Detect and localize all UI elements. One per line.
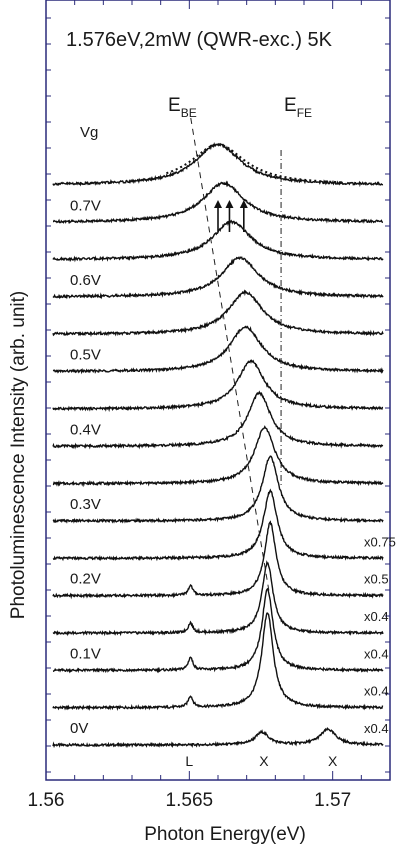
peak-label: L <box>185 753 193 769</box>
x-axis-label: Photon Energy(eV) <box>144 824 306 845</box>
be-label: EBE <box>168 95 197 120</box>
x-tick-label: 1.565 <box>166 790 214 811</box>
multiplier-label: x0.4 <box>364 684 389 699</box>
fe-label: EFE <box>284 95 312 120</box>
be-label-main: E <box>168 95 181 116</box>
spectrum-curve <box>52 359 384 413</box>
spectrum-curve <box>52 587 384 674</box>
spectrum-curve <box>52 488 384 562</box>
spectra-curves <box>52 142 384 749</box>
arrow-head <box>214 200 222 208</box>
spectrum-curve <box>52 390 384 450</box>
arrow-head <box>239 200 248 208</box>
arrow-head <box>225 200 234 208</box>
spectrum-curve <box>52 520 384 600</box>
series-label: 0.6V <box>70 272 101 289</box>
multiplier-label: x0.4 <box>364 646 389 661</box>
fe-label-sub: FE <box>297 106 312 120</box>
axis-ticks <box>45 0 391 780</box>
annotations <box>166 117 345 596</box>
spectrum-curve <box>52 142 384 188</box>
multiplier-labels: x0.4 x0.4 x0.4 x0.4 x0.5 x0.75 <box>364 534 396 736</box>
spectrum-curve <box>52 289 384 338</box>
be-dashed-line <box>190 117 271 596</box>
spectrum-curve <box>52 219 384 263</box>
peak-label: X <box>259 753 269 769</box>
legend-title: Vg <box>80 124 98 141</box>
spectrum-curve <box>52 726 384 749</box>
peak-label: X <box>328 753 338 769</box>
multiplier-label: x0.4 <box>364 721 389 736</box>
fit-dotted-curve <box>166 143 345 184</box>
y-axis-label: Photoluminescence Intensity (arb. unit) <box>8 291 29 619</box>
x-tick-labels: 1.56 1.565 1.57 <box>28 790 352 811</box>
plot-frame <box>45 0 391 781</box>
spectrum-curve <box>52 255 384 300</box>
spectrum-curve <box>52 612 384 712</box>
multiplier-label: x0.4 <box>364 609 389 624</box>
spectrum-curve <box>52 180 383 225</box>
x-tick-label: 1.57 <box>314 790 351 811</box>
spectrum-curve <box>52 425 384 488</box>
series-label: 0V <box>70 720 88 737</box>
multiplier-label: x0.5 <box>364 572 389 587</box>
spectrum-curve <box>52 455 384 524</box>
fe-label-main: E <box>284 95 297 116</box>
series-label: 0.1V <box>70 645 101 662</box>
series-label: 0.5V <box>70 347 101 364</box>
spectrum-curve <box>52 325 384 375</box>
series-label: 0.7V <box>70 197 101 214</box>
series-label: 0.3V <box>70 496 101 513</box>
multiplier-label: x0.75 <box>364 534 396 549</box>
series-label: 0.4V <box>70 421 101 438</box>
be-label-sub: BE <box>181 106 197 120</box>
spectrum-curve <box>52 560 384 637</box>
series-label: 0.2V <box>70 571 101 588</box>
series-labels: 0V 0.1V 0.2V 0.3V 0.4V 0.5V 0.6V 0.7V <box>70 197 101 737</box>
x-tick-label: 1.56 <box>28 790 65 811</box>
chart-title: 1.576eV,2mW (QWR-exc.) 5K <box>66 29 333 51</box>
